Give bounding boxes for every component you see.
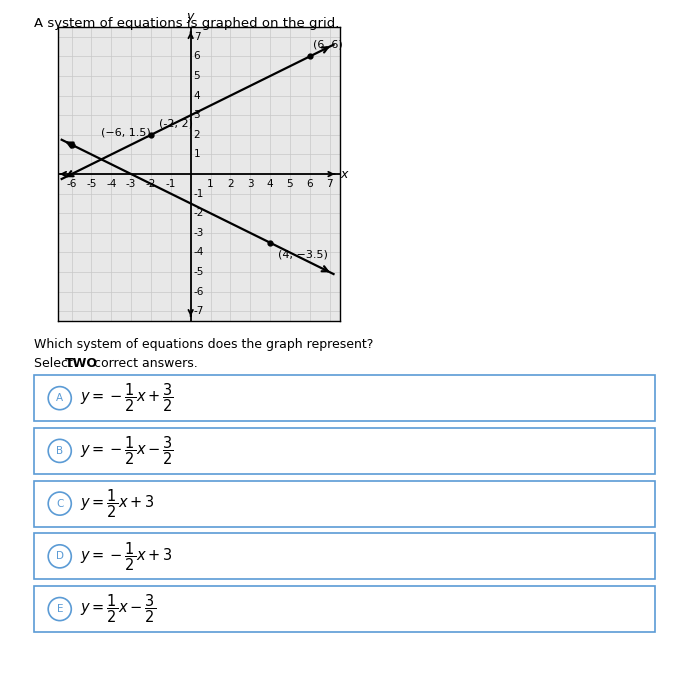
Text: D: D (56, 552, 64, 561)
Text: -5: -5 (86, 179, 96, 189)
Text: -7: -7 (194, 306, 204, 316)
Text: 3: 3 (247, 179, 253, 189)
Text: A: A (56, 393, 63, 403)
Text: Which system of equations does the graph represent?: Which system of equations does the graph… (34, 338, 373, 351)
Text: -3: -3 (194, 228, 204, 238)
Text: (4, −3.5): (4, −3.5) (278, 249, 328, 260)
Text: -4: -4 (194, 247, 204, 258)
Text: $y=-\dfrac{1}{2}x+\dfrac{3}{2}$: $y=-\dfrac{1}{2}x+\dfrac{3}{2}$ (80, 382, 174, 414)
Text: -1: -1 (194, 189, 204, 199)
Text: A system of equations is graphed on the grid.: A system of equations is graphed on the … (34, 17, 340, 30)
Text: 4: 4 (194, 91, 200, 101)
Text: (−6, 1.5): (−6, 1.5) (101, 128, 151, 138)
Text: -6: -6 (67, 179, 77, 189)
Text: -6: -6 (194, 287, 204, 297)
Text: -4: -4 (106, 179, 117, 189)
Text: 5: 5 (194, 71, 200, 81)
Text: -1: -1 (166, 179, 176, 189)
Text: E: E (56, 604, 63, 614)
Text: $y=\dfrac{1}{2}x+3$: $y=\dfrac{1}{2}x+3$ (80, 487, 155, 520)
Text: 4: 4 (267, 179, 274, 189)
Text: $x$: $x$ (340, 168, 350, 180)
Text: 1: 1 (194, 149, 200, 160)
Text: 3: 3 (194, 110, 200, 120)
Text: B: B (56, 446, 63, 456)
Text: 6: 6 (194, 51, 200, 62)
Text: 6: 6 (306, 179, 313, 189)
Text: $y=-\dfrac{1}{2}x+3$: $y=-\dfrac{1}{2}x+3$ (80, 540, 172, 573)
Text: -5: -5 (194, 267, 204, 277)
Text: 7: 7 (327, 179, 333, 189)
Text: correct answers.: correct answers. (90, 357, 198, 370)
Text: 2: 2 (194, 130, 200, 140)
Text: (6, 6): (6, 6) (313, 40, 342, 49)
Text: C: C (56, 499, 63, 508)
Text: 7: 7 (194, 32, 200, 42)
Text: 2: 2 (227, 179, 234, 189)
Text: -3: -3 (126, 179, 136, 189)
Text: $y$: $y$ (186, 11, 196, 25)
Text: 5: 5 (287, 179, 293, 189)
Text: TWO: TWO (65, 357, 98, 370)
Text: 1: 1 (207, 179, 214, 189)
Text: -2: -2 (146, 179, 156, 189)
Text: -2: -2 (194, 208, 204, 218)
Text: (-2, 2): (-2, 2) (159, 119, 193, 129)
Text: $y=-\dfrac{1}{2}x-\dfrac{3}{2}$: $y=-\dfrac{1}{2}x-\dfrac{3}{2}$ (80, 435, 174, 467)
Text: Select: Select (34, 357, 77, 370)
Text: $y=\dfrac{1}{2}x-\dfrac{3}{2}$: $y=\dfrac{1}{2}x-\dfrac{3}{2}$ (80, 593, 156, 625)
